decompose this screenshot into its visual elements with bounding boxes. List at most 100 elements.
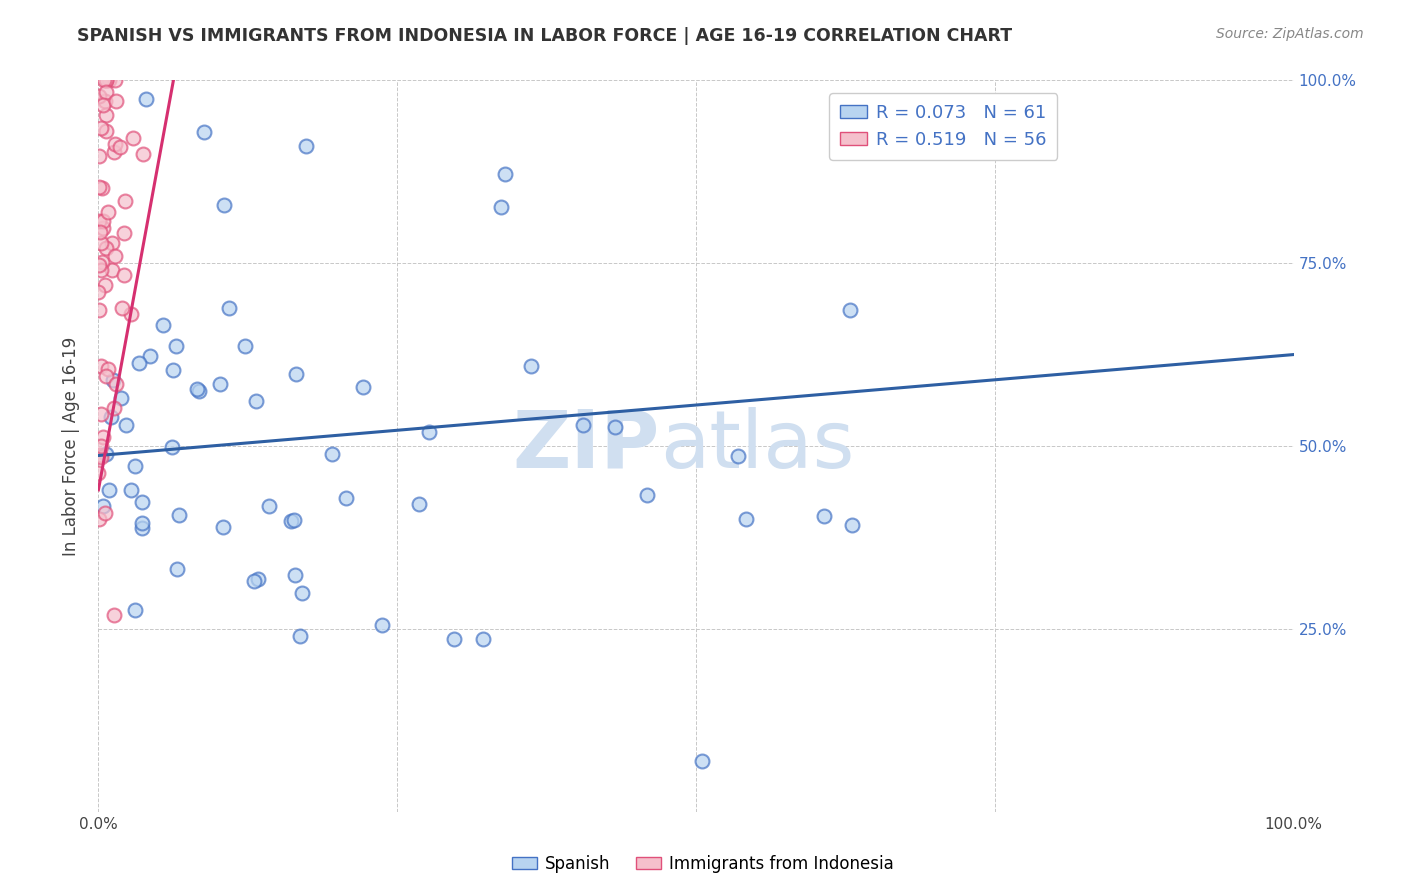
Point (93, 73, 115, 87)
Point (90, 181, 112, 195)
Point (97, 362, 120, 376)
Point (131, 516, 153, 530)
Point (408, 497, 430, 511)
Point (90, 407, 112, 421)
Point (103, 401, 125, 415)
Point (162, 440, 184, 454)
Point (128, 356, 150, 370)
Point (89, 89, 111, 103)
Point (166, 562, 188, 576)
Point (114, 194, 136, 208)
Point (288, 629, 311, 643)
Point (284, 568, 307, 582)
Point (209, 376, 232, 391)
Point (94, 277, 117, 292)
Text: SPANISH VS IMMIGRANTS FROM INDONESIA IN LABOR FORCE | AGE 16-19 CORRELATION CHAR: SPANISH VS IMMIGRANTS FROM INDONESIA IN … (77, 27, 1012, 45)
Point (94, 369, 117, 384)
Point (87, 303, 110, 318)
Point (235, 339, 257, 353)
Point (135, 92, 157, 106)
Point (94, 108, 117, 122)
Point (295, 138, 318, 153)
Point (131, 494, 153, 508)
Point (841, 517, 863, 532)
Point (94, 73, 117, 87)
Point (690, 754, 713, 768)
Point (291, 586, 314, 600)
Point (100, 236, 122, 251)
Point (186, 382, 208, 396)
Point (242, 574, 264, 589)
Point (167, 508, 190, 522)
Point (87, 285, 110, 299)
Point (94, 447, 117, 461)
Point (188, 384, 211, 399)
Point (280, 514, 302, 528)
Text: atlas: atlas (661, 407, 855, 485)
Point (94, 73, 117, 87)
Point (120, 483, 142, 498)
Point (104, 94, 127, 108)
Point (572, 418, 595, 433)
Point (139, 350, 162, 364)
Point (89, 448, 111, 462)
Point (87, 466, 110, 480)
Point (91, 220, 114, 235)
Point (90, 450, 112, 464)
Legend: Spanish, Immigrants from Indonesia: Spanish, Immigrants from Indonesia (505, 848, 901, 880)
Point (335, 491, 357, 505)
Text: Source: ZipAtlas.com: Source: ZipAtlas.com (1216, 27, 1364, 41)
Point (110, 140, 132, 154)
Point (101, 263, 124, 277)
Point (813, 508, 835, 523)
Point (111, 301, 134, 315)
Point (103, 607, 125, 622)
Legend: R = 0.073   N = 61, R = 0.519   N = 56: R = 0.073 N = 61, R = 0.519 N = 56 (830, 93, 1057, 160)
Point (152, 318, 174, 332)
Point (162, 363, 184, 377)
Point (90, 255, 112, 269)
Point (321, 447, 343, 461)
Point (96, 124, 118, 138)
Point (87, 179, 110, 194)
Point (98, 73, 121, 87)
Point (257, 499, 280, 513)
Point (131, 521, 153, 535)
Point (93, 506, 115, 520)
Point (87, 149, 110, 163)
Point (94, 94, 117, 108)
Point (122, 131, 145, 145)
Point (97, 483, 120, 497)
Point (636, 488, 658, 502)
Point (838, 302, 860, 317)
Point (90, 120, 112, 135)
Point (245, 393, 267, 408)
Point (90, 263, 112, 277)
Point (212, 519, 235, 533)
Point (93, 214, 115, 228)
Point (120, 307, 142, 321)
Point (94, 241, 117, 255)
Point (112, 268, 135, 282)
Point (104, 137, 127, 152)
Point (214, 198, 236, 212)
Point (112, 226, 135, 240)
Point (124, 459, 146, 474)
Point (489, 200, 512, 214)
Point (89, 512, 111, 526)
Text: ZIP: ZIP (513, 407, 661, 485)
Point (104, 73, 127, 87)
Point (89, 225, 111, 239)
Point (90, 438, 112, 452)
Point (285, 367, 308, 381)
Point (520, 359, 543, 373)
Point (418, 425, 440, 439)
Point (94, 85, 117, 99)
Point (100, 409, 122, 424)
Point (115, 418, 138, 433)
Point (603, 420, 626, 434)
Point (247, 572, 270, 586)
Point (89, 214, 111, 228)
Point (727, 449, 749, 463)
Point (735, 512, 758, 526)
